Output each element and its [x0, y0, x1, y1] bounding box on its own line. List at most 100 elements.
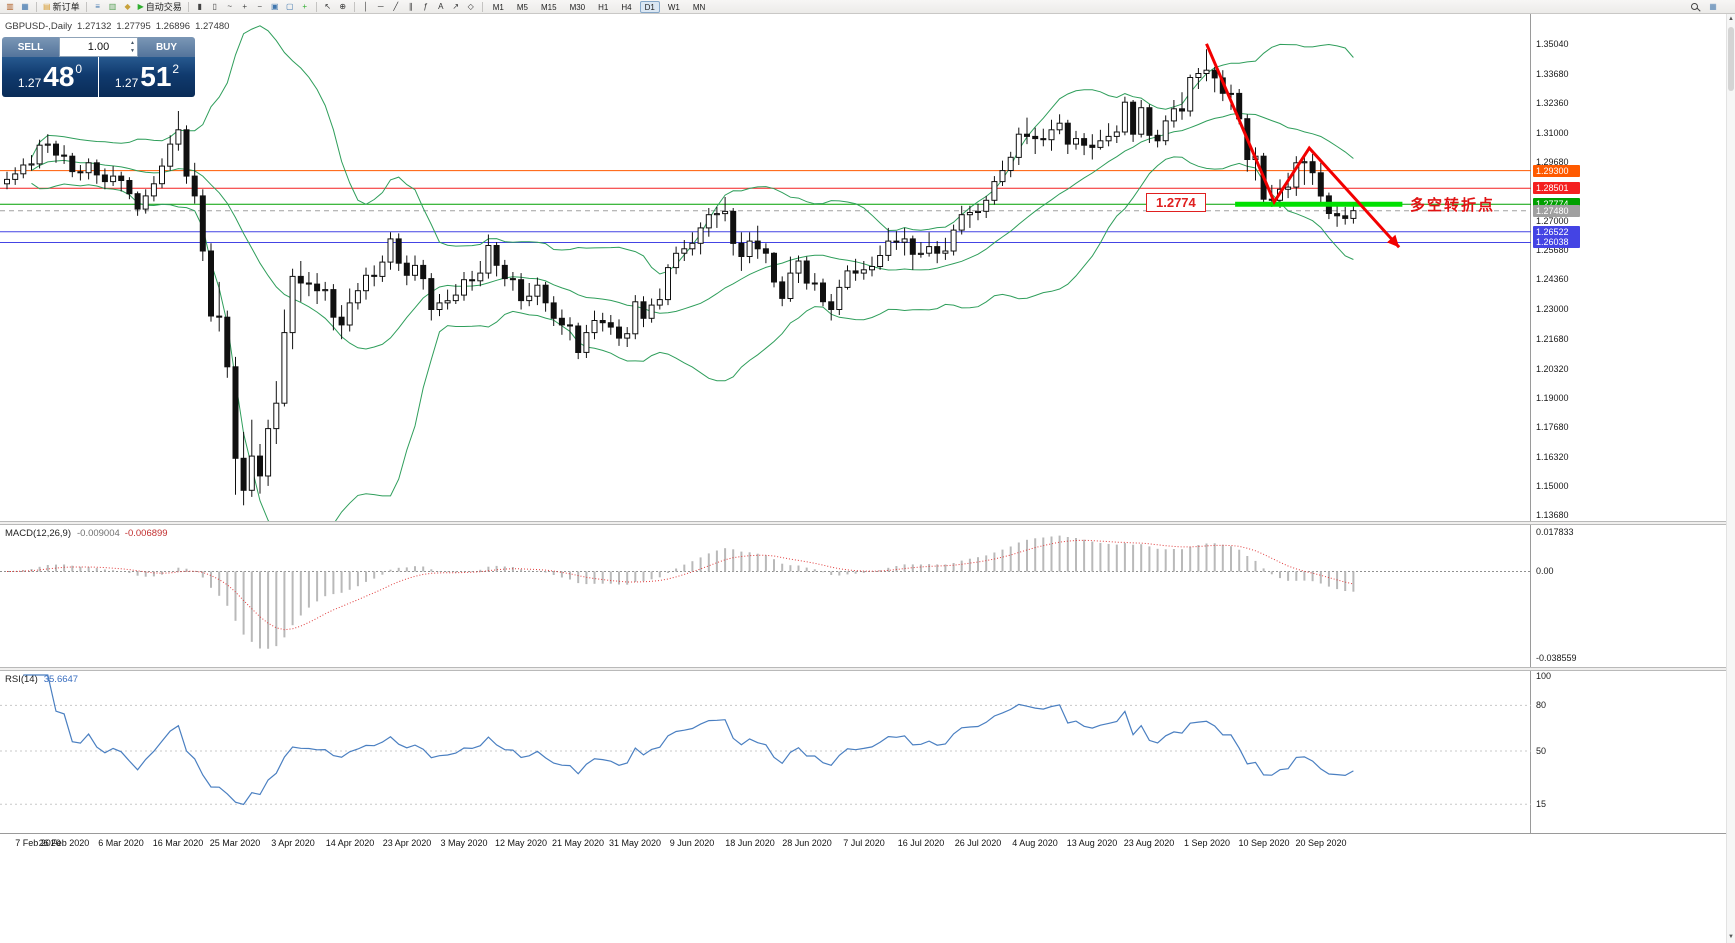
- market-watch-icon[interactable]: ≡: [91, 1, 105, 13]
- price-axis-label: 1.31000: [1536, 128, 1569, 138]
- low-value: 1.26896: [155, 21, 191, 32]
- autotrade-button[interactable]: ▶ 自动交易: [136, 1, 184, 13]
- rsi-header: RSI(14) 35.6647: [5, 674, 78, 685]
- date-label: 13 Aug 2020: [1066, 838, 1118, 848]
- price-axis[interactable]: 1.350401.336801.323601.310001.296801.283…: [1533, 14, 1605, 833]
- horizontal-line-icon: ─: [377, 1, 384, 11]
- timeframe-w1-button[interactable]: W1: [667, 2, 680, 12]
- fibonacci-icon: ƒ: [423, 1, 428, 11]
- date-label: 18 Jun 2020: [725, 838, 775, 848]
- toolbar-separator: [315, 1, 317, 12]
- horizontal-line-icon[interactable]: ─: [374, 1, 388, 13]
- volume-input[interactable]: 1.00 ▲ ▼: [59, 37, 138, 57]
- date-label: 7 Feb 2020: [15, 838, 61, 848]
- vertical-scrollbar[interactable]: ▲ ▼: [1726, 14, 1735, 943]
- candlestick-chart-icon[interactable]: ▯: [208, 1, 222, 13]
- zoom-out-icon[interactable]: −: [253, 1, 267, 13]
- arrow-tool-icon[interactable]: ↗: [449, 1, 463, 13]
- time-axis[interactable]: 7 Feb 2020 26 Feb 2020 6 Mar 2020 16 Mar 20…: [0, 833, 1735, 851]
- date-label: 14 Apr 2020: [325, 838, 375, 848]
- macd-signal-value: -0.006899: [124, 528, 168, 539]
- date-label: 3 Apr 2020: [271, 838, 315, 848]
- shapes-icon[interactable]: ◇: [464, 1, 478, 13]
- tile-windows-icon[interactable]: ▣: [268, 1, 282, 13]
- scroll-down-button[interactable]: ▼: [1728, 934, 1734, 940]
- layout-icon: ▦: [1709, 1, 1717, 11]
- macd-panel[interactable]: MACD(12,26,9) -0.009004 -0.006899: [0, 525, 1531, 667]
- zoom-in-icon[interactable]: +: [238, 1, 252, 13]
- volume-down-icon[interactable]: ▼: [130, 48, 135, 54]
- layout-icon[interactable]: ▦: [1706, 1, 1720, 13]
- timeframe-h4-button[interactable]: H4: [621, 2, 632, 12]
- trendline-icon[interactable]: ╱: [389, 1, 403, 13]
- price-tag-label[interactable]: 1.2774: [1146, 193, 1206, 212]
- new-order-button: ▤: [43, 1, 51, 11]
- date-label: 16 Jul 2020: [897, 838, 945, 848]
- price-axis-label: 1.16320: [1536, 452, 1569, 462]
- new-order-button[interactable]: ▤ 新订单: [41, 1, 82, 13]
- indicators-add-icon[interactable]: +: [298, 1, 312, 13]
- arrow-tool-icon: ↗: [452, 1, 460, 11]
- timeframe-mn-button[interactable]: MN: [692, 2, 706, 12]
- rsi-label: RSI(14): [5, 674, 38, 685]
- date-label: 10 Sep 2020: [1238, 838, 1290, 848]
- cursor-icon[interactable]: ↖: [321, 1, 335, 13]
- chart-profiles-icon[interactable]: ▦: [18, 1, 32, 13]
- navigator-icon[interactable]: ◆: [121, 1, 135, 13]
- candlestick-chart[interactable]: [0, 14, 1531, 521]
- timeframe-h1-button[interactable]: H1: [598, 2, 609, 12]
- scroll-up-button[interactable]: ▲: [1728, 16, 1734, 22]
- timeframe-m15-button[interactable]: M15: [541, 2, 557, 12]
- panel-separator[interactable]: [0, 521, 1735, 525]
- toolbar-left-group: ▥ ▦ ▤ 新订单 ≡ ▥ ◆ ▶ 自动交易 ▮ ▯ ~ + − ▣ ▢ + ↖ ⊕ │ ─ ╱ ∥ ƒ A ↗ ◇ M1 M5 M15 M…: [3, 0, 711, 13]
- trendline-icon: ╱: [393, 1, 399, 11]
- date-label: 26 Feb 2020: [38, 838, 90, 848]
- cascade-windows-icon[interactable]: ▢: [283, 1, 297, 13]
- new-order-button-label: 新订单: [52, 2, 80, 12]
- price-axis-label: 1.25680: [1536, 245, 1569, 255]
- timeframe-m30-button[interactable]: M30: [569, 2, 586, 12]
- macd-chart[interactable]: [0, 525, 1531, 667]
- rsi-chart[interactable]: [0, 671, 1531, 833]
- rsi-panel[interactable]: RSI(14) 35.6647: [0, 671, 1531, 833]
- channel-icon[interactable]: ∥: [404, 1, 418, 13]
- scroll-thumb[interactable]: [1728, 27, 1734, 91]
- price-axis-label: 1.27000: [1536, 216, 1569, 226]
- macd-axis-max: 0.017833: [1536, 527, 1574, 537]
- timeframe-m1-button[interactable]: M1: [492, 2, 504, 12]
- candlestick-chart-icon: ▯: [212, 1, 217, 11]
- buy-button[interactable]: 1.27 51 2: [99, 57, 195, 97]
- timeframe-d1-button[interactable]: D1: [639, 0, 660, 13]
- price-chart[interactable]: GBPUSD-,Daily 1.27132 1.27795 1.26896 1.2748…: [0, 14, 1531, 521]
- timeframe-m5-button[interactable]: M5: [516, 2, 528, 12]
- data-window-icon[interactable]: ▥: [106, 1, 120, 13]
- volume-spinner[interactable]: ▲ ▼: [130, 39, 135, 55]
- price-axis-label: 1.19000: [1536, 393, 1569, 403]
- sell-button[interactable]: 1.27 48 0: [2, 57, 98, 97]
- toolbar-separator: [36, 1, 37, 12]
- new-chart-icon[interactable]: ▥: [3, 1, 17, 13]
- date-label: 6 Mar 2020: [98, 838, 144, 848]
- crosshair-icon[interactable]: ⊕: [336, 1, 350, 13]
- toolbar-separator: [187, 1, 189, 12]
- macd-axis-zero: 0.00: [1536, 566, 1554, 576]
- price-level-badge: 1.28501: [1533, 182, 1580, 194]
- line-chart-icon[interactable]: ~: [223, 1, 237, 13]
- text-icon: A: [438, 1, 444, 11]
- panel-separator[interactable]: [0, 667, 1735, 671]
- turning-point-annotation[interactable]: 多空转折点: [1410, 197, 1496, 214]
- toolbar-separator: [353, 1, 355, 12]
- search-icon[interactable]: [1687, 1, 1701, 13]
- open-value: 1.27132: [77, 21, 112, 32]
- price-axis-label: 1.35040: [1536, 39, 1569, 49]
- bar-chart-icon[interactable]: ▮: [193, 1, 207, 13]
- fibonacci-icon[interactable]: ƒ: [419, 1, 433, 13]
- volume-up-icon[interactable]: ▲: [130, 40, 135, 46]
- vertical-line-icon[interactable]: │: [359, 1, 373, 13]
- sell-header-label: SELL: [2, 37, 59, 57]
- text-icon[interactable]: A: [434, 1, 448, 13]
- date-label: 1 Sep 2020: [1183, 838, 1231, 848]
- cursor-icon: ↖: [324, 1, 332, 11]
- macd-header: MACD(12,26,9) -0.009004 -0.006899: [5, 528, 168, 539]
- date-label: 31 May 2020: [608, 838, 662, 848]
